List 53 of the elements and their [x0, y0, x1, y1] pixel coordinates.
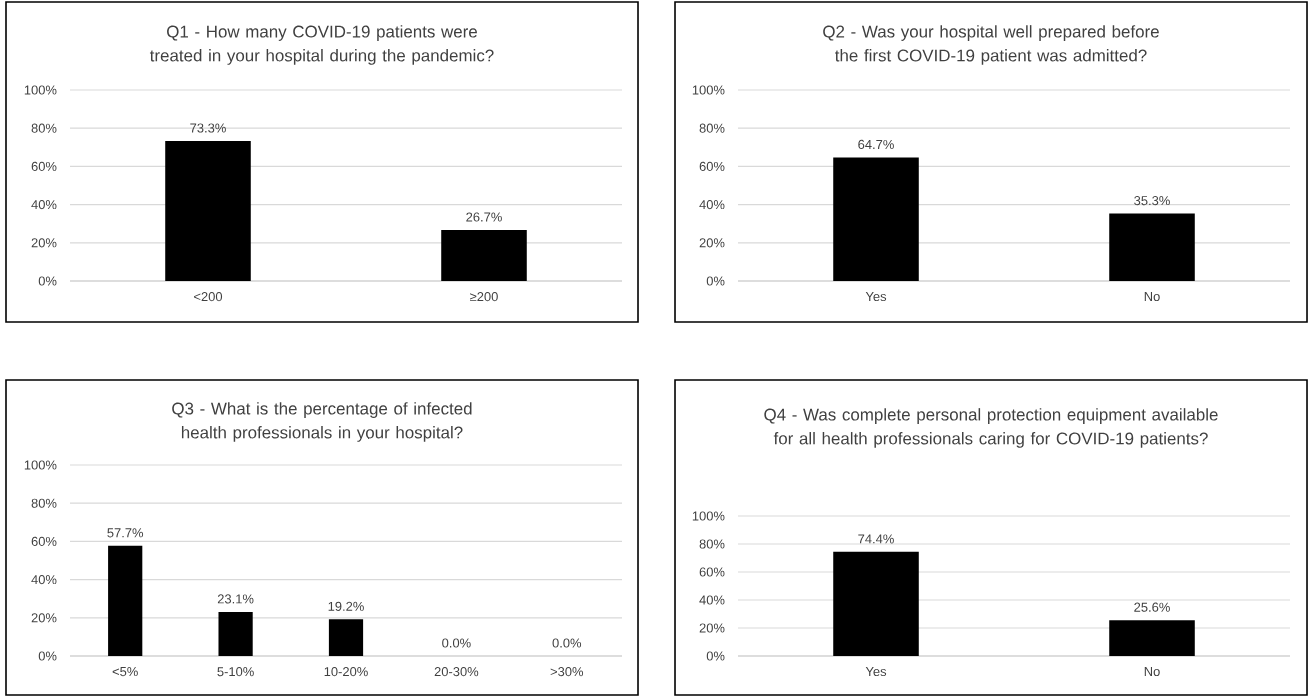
- y-tick-label: 80%: [699, 539, 725, 549]
- y-tick-label: 100%: [24, 85, 57, 95]
- x-tick-label: Yes: [865, 667, 887, 677]
- data-label: 73.3%: [190, 123, 226, 133]
- data-label: 19.2%: [328, 601, 364, 611]
- data-label: 64.7%: [858, 139, 894, 150]
- y-tick-label: 100%: [692, 85, 725, 95]
- x-tick-label: 5-10%: [217, 667, 254, 677]
- x-tick-label: Yes: [865, 292, 887, 302]
- y-tick-label: 80%: [31, 498, 57, 508]
- chart-title: Q4 - Was complete personal protection equipment available for all health professionals caring for COVID-19 patients?: [764, 408, 1218, 448]
- y-tick-label: 40%: [31, 200, 57, 210]
- x-tick-label: 10-20%: [324, 667, 368, 677]
- data-label: 23.1%: [217, 594, 254, 604]
- data-label: 35.3%: [1134, 196, 1170, 206]
- chart-title: Q2 - Was your hospital well prepared before the first COVID-19 patient was admitted?: [823, 25, 1159, 65]
- y-tick-label: 20%: [699, 238, 725, 248]
- data-label: 0.0%: [552, 638, 582, 648]
- y-tick-label: 60%: [31, 536, 57, 546]
- y-tick-label: 20%: [699, 623, 725, 633]
- bar: [328, 619, 364, 656]
- y-tick-label: 20%: [31, 613, 57, 623]
- y-tick-label: 60%: [31, 161, 57, 171]
- y-tick-label: 20%: [31, 238, 57, 248]
- x-tick-label: 20-30%: [434, 667, 479, 677]
- y-tick-label: 100%: [692, 511, 725, 521]
- bar: [218, 611, 253, 656]
- y-tick-label: 40%: [699, 595, 725, 605]
- y-tick-label: 60%: [699, 161, 725, 171]
- x-tick-label: ≥200: [470, 292, 498, 302]
- data-label: 25.6%: [1134, 602, 1170, 612]
- y-tick-label: 0%: [706, 276, 725, 286]
- y-tick-label: 80%: [31, 123, 57, 133]
- x-tick-label: >30%: [550, 667, 584, 677]
- data-label: 74.4%: [858, 534, 894, 544]
- y-tick-label: 0%: [38, 651, 57, 661]
- y-tick-label: 60%: [699, 567, 725, 577]
- y-tick-label: 40%: [699, 200, 725, 210]
- x-tick-label: No: [1144, 292, 1160, 302]
- data-label: 57.7%: [107, 528, 144, 538]
- chart-title: Q1 - How many COVID-19 patients were treated in your hospital during the pandemic?: [149, 25, 494, 65]
- data-label: 26.7%: [466, 212, 502, 222]
- y-tick-label: 0%: [38, 276, 57, 286]
- y-tick-label: 80%: [699, 123, 725, 133]
- x-tick-label: No: [1144, 667, 1160, 677]
- chart-title: Q3 - What is the percentage of infected health professionals in your hospital?: [172, 402, 472, 442]
- x-tick-label: <5%: [112, 667, 138, 677]
- bar: [108, 545, 143, 656]
- y-tick-label: 40%: [31, 575, 57, 585]
- y-tick-label: 0%: [706, 651, 725, 661]
- data-label: 0.0%: [442, 638, 471, 648]
- x-tick-label: <200: [194, 292, 223, 302]
- y-tick-label: 100%: [24, 460, 57, 470]
